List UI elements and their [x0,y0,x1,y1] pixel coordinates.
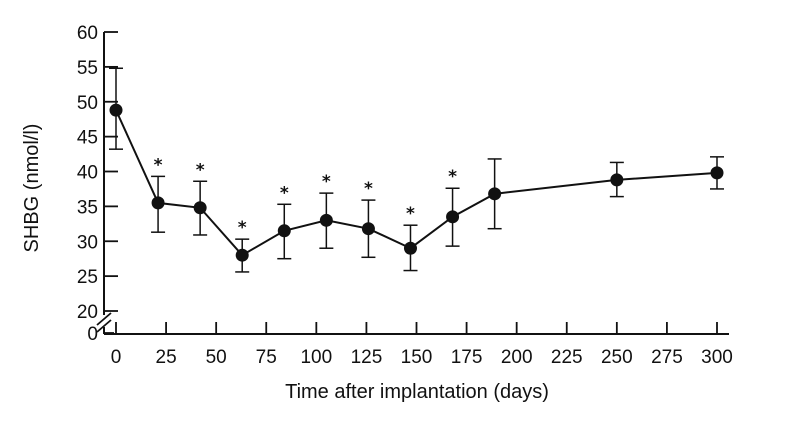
y-axis: 20 25 30 35 40 45 50 55 60 0 [77,23,118,345]
y-tick-label-25: 25 [77,267,98,288]
significance-marker-168: * [448,167,457,187]
data-point-300 [710,166,724,180]
x-tick-label-300: 300 [701,347,733,368]
data-points [109,103,724,262]
data-point-126 [361,222,375,236]
data-point-42 [193,201,207,215]
significance-marker-42: * [196,160,205,180]
y-tick-label-50: 50 [77,93,98,114]
y-axis-label: SHBG (nmol/l) [21,124,43,253]
data-point-63 [235,248,249,262]
data-point-0 [109,103,123,117]
y-tick-label-zero: 0 [87,324,98,345]
y-tick-label-20: 20 [77,302,98,323]
x-tick-label-25: 25 [156,347,177,368]
x-tick-label-0: 0 [111,347,122,368]
significance-marker-105: * [322,172,331,192]
y-tick-label-40: 40 [77,163,98,184]
x-axis: 0 25 50 75 100 125 150 175 200 225 250 275 300 [104,322,733,368]
data-point-250 [610,173,624,187]
y-tick-label-60: 60 [77,23,98,44]
y-tick-label-45: 45 [77,128,98,149]
significance-marker-84: * [280,183,289,203]
x-tick-label-50: 50 [206,347,227,368]
data-point-147 [403,241,417,255]
data-point-105 [319,213,333,227]
x-tick-label-150: 150 [401,347,433,368]
x-tick-label-125: 125 [351,347,383,368]
y-axis-break-mark-2 [96,319,112,333]
x-tick-label-175: 175 [451,347,483,368]
significance-marker-63: * [238,218,247,238]
data-point-168 [446,210,460,224]
data-point-189 [488,187,502,201]
significance-marker-147: * [406,204,415,224]
significance-marker-21: * [154,155,163,175]
x-tick-label-200: 200 [501,347,533,368]
y-tick-label-30: 30 [77,232,98,253]
x-tick-label-225: 225 [551,347,583,368]
y-tick-label-55: 55 [77,58,98,79]
x-tick-label-250: 250 [601,347,633,368]
x-axis-label: Time after implantation (days) [285,381,549,403]
y-axis-break-mark-1 [96,312,112,326]
series-line-shbg [115,109,718,257]
x-tick-label-100: 100 [300,347,332,368]
data-point-84 [277,224,291,238]
series-line [115,109,718,257]
x-tick-label-75: 75 [256,347,277,368]
significance-markers: * * * * * * * * [154,155,457,238]
x-tick-label-275: 275 [651,347,683,368]
data-point-21 [151,196,165,210]
significance-marker-126: * [364,179,373,199]
y-tick-label-35: 35 [77,197,98,218]
